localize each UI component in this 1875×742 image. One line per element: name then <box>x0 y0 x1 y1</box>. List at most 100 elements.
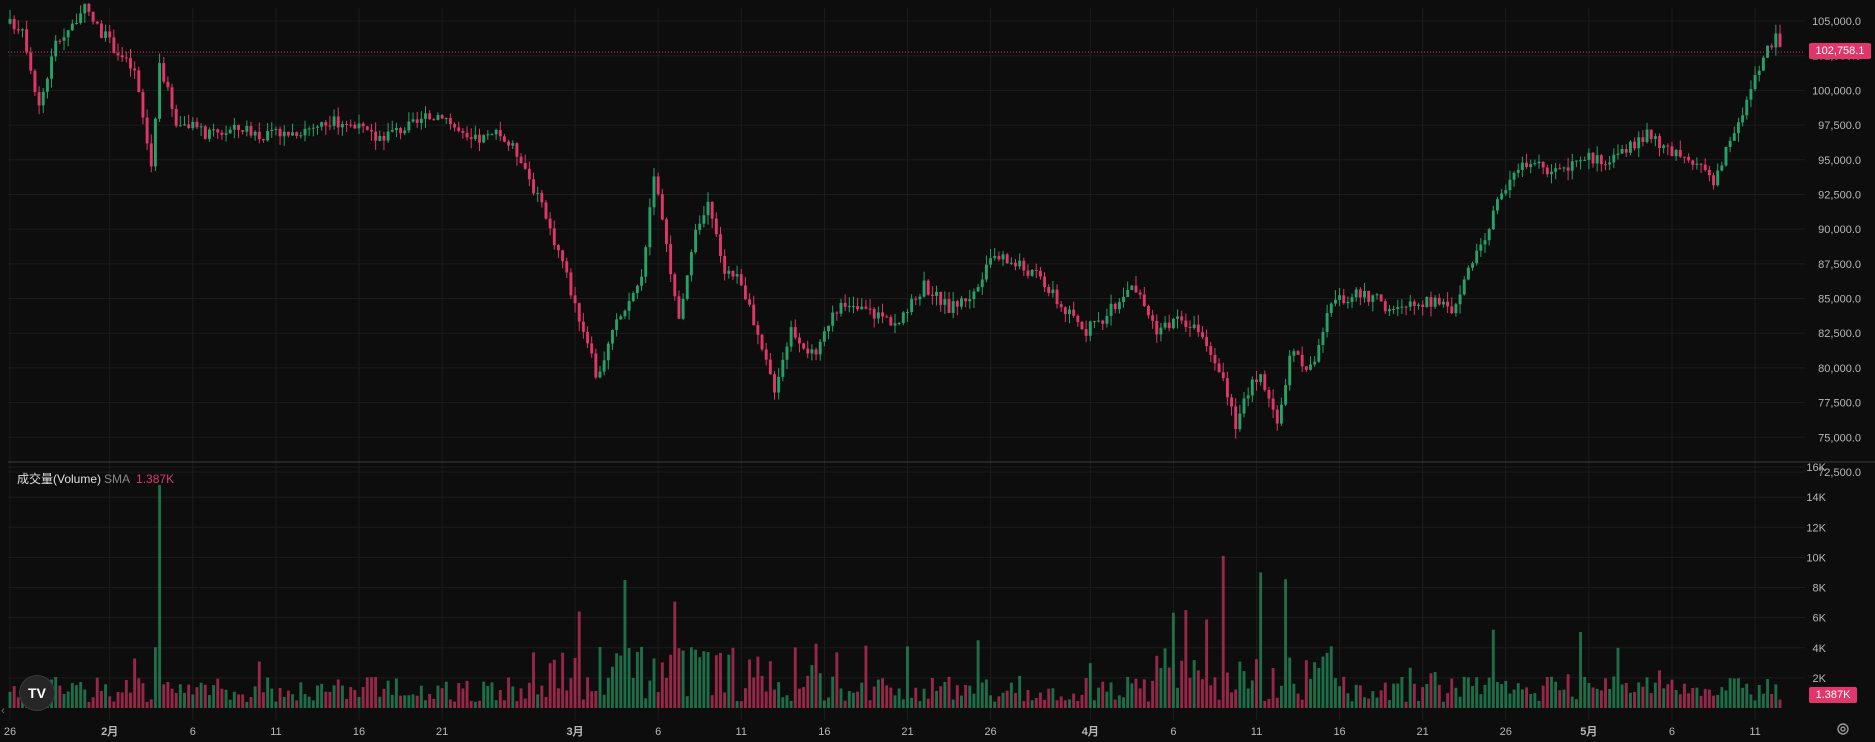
candle-body <box>773 374 776 393</box>
volume-bar <box>1379 690 1383 708</box>
volume-bar <box>1558 690 1562 708</box>
tradingview-logo[interactable]: TV <box>19 675 55 711</box>
candle-body <box>1529 163 1533 168</box>
candle-body <box>291 132 294 136</box>
scroll-left-icon[interactable]: ‹ <box>1 705 5 717</box>
candle-body <box>1579 160 1583 162</box>
candle-body <box>785 346 789 360</box>
candle-body <box>756 325 760 335</box>
candle-body <box>876 312 880 319</box>
volume-bar <box>1583 676 1587 708</box>
price-axis: 105,000.0102,500.0100,000.097,500.095,00… <box>1812 16 1861 479</box>
volume-bar <box>357 696 361 708</box>
volume-bar <box>706 652 710 708</box>
candle-body <box>299 135 303 137</box>
volume-bar <box>207 695 211 708</box>
volume-bar <box>723 692 727 708</box>
candle-body <box>112 37 116 54</box>
candle-body <box>1550 171 1553 175</box>
candle-body <box>1616 153 1620 155</box>
volume-bar <box>1699 695 1703 708</box>
candle-body <box>1342 295 1346 304</box>
volume-bar <box>1612 676 1616 708</box>
volume-bar <box>486 685 490 708</box>
candle-body <box>1333 299 1337 304</box>
candle-body <box>261 139 265 141</box>
volume-bar <box>1624 683 1628 708</box>
volume-bar <box>1346 693 1350 708</box>
candle-body <box>1558 168 1562 170</box>
candle-body <box>743 285 747 300</box>
volume-bar <box>108 696 112 708</box>
volume-bar <box>1645 677 1649 708</box>
candle-body <box>989 258 993 265</box>
volume-bar <box>232 691 236 708</box>
volume-bar <box>939 686 943 708</box>
volume-bar <box>968 685 972 708</box>
candle-body <box>473 134 477 139</box>
volume-bar <box>1487 677 1491 708</box>
volume-bar <box>274 701 278 708</box>
volume-bar <box>797 688 801 708</box>
candle-body <box>1741 115 1745 123</box>
candle-body <box>660 194 664 220</box>
volume-bar <box>494 700 498 708</box>
volume-bar <box>1313 662 1317 708</box>
volume-bar <box>1055 700 1059 708</box>
volume-bar <box>490 682 494 708</box>
candle-body <box>1516 169 1520 173</box>
volume-tick-label: 2K <box>1813 673 1827 685</box>
volume-bar <box>478 700 481 708</box>
candle-body <box>802 343 806 349</box>
candle-body <box>1092 321 1096 323</box>
volume-bar <box>822 700 826 708</box>
volume-bar <box>851 692 855 708</box>
volume-bar <box>241 694 245 708</box>
volume-bar <box>876 679 880 708</box>
candle-body <box>274 128 278 130</box>
volume-bar <box>627 648 631 708</box>
candle-body <box>1475 250 1479 264</box>
volume-bar <box>719 652 722 708</box>
candle-body <box>195 121 199 128</box>
volume-bar <box>1512 689 1516 708</box>
volume-bar <box>195 687 199 708</box>
candle-body <box>1666 145 1670 147</box>
volume-bar <box>702 651 706 708</box>
volume-bar <box>461 688 465 708</box>
candle-body <box>1284 385 1288 405</box>
candle-body <box>1246 395 1250 399</box>
volume-bar <box>868 700 872 708</box>
candle-body <box>270 129 274 132</box>
candle-body <box>129 57 132 69</box>
volume-bar <box>1138 688 1142 708</box>
candle-body <box>257 131 261 140</box>
candle-body <box>370 129 373 132</box>
candle-body <box>1400 306 1404 308</box>
volume-bar <box>1142 679 1146 708</box>
time-tick-label: 16 <box>353 726 365 738</box>
volume-tick-label: 8K <box>1813 583 1827 595</box>
volume-bar <box>112 701 116 708</box>
candle-body <box>1599 155 1603 165</box>
candle-body <box>199 126 203 128</box>
volume-bar <box>1712 695 1715 708</box>
time-tick-label: 26 <box>4 726 16 738</box>
candle-body <box>1279 404 1283 424</box>
volume-bar <box>1271 667 1275 708</box>
candle-body <box>1466 267 1470 280</box>
candle-body <box>1633 141 1637 149</box>
candle-body <box>1005 254 1009 264</box>
volume-bar <box>606 677 610 708</box>
volume-bar <box>1662 688 1666 708</box>
candle-body <box>1458 294 1462 305</box>
candle-body <box>810 349 814 354</box>
candle-body <box>249 125 253 136</box>
volume-bar <box>482 681 486 708</box>
candle-body <box>145 117 149 144</box>
candle-body <box>183 124 186 126</box>
volume-legend[interactable]: 成交量(Volume) SMA 1.387K <box>17 470 174 487</box>
settings-gear-icon[interactable] <box>1836 722 1850 736</box>
volume-bar <box>1038 692 1042 708</box>
